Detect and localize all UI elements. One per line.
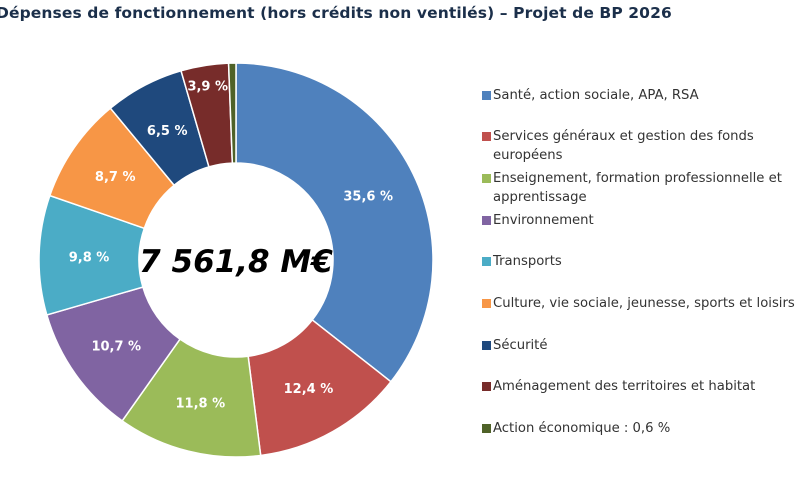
legend-item: Aménagement des territoires et habitat: [482, 377, 755, 396]
legend-label: Transports: [493, 254, 562, 269]
slice-0: [235, 62, 434, 383]
legend-label: Sécurité: [493, 338, 548, 353]
data-label-6: 6,5 %: [147, 124, 188, 139]
data-label-7: 3,9 %: [187, 79, 228, 94]
legend-swatch: [482, 91, 491, 100]
legend-swatch: [482, 424, 491, 433]
slice-8: [227, 62, 237, 164]
legend-item: Enseignement, formation professionnelle …: [482, 169, 782, 207]
legend-swatch: [482, 341, 491, 350]
legend-swatch: [482, 299, 491, 308]
legend-label: européens: [493, 148, 563, 163]
legend-label: Action économique : 0,6 %: [493, 421, 671, 436]
legend-label: apprentissage: [493, 190, 587, 205]
data-label-0: 35,6 %: [343, 190, 393, 205]
legend-label: Santé, action sociale, APA, RSA: [493, 88, 699, 103]
legend-swatch: [482, 216, 491, 225]
legend-label: Services généraux et gestion des fonds: [493, 129, 754, 144]
data-label-1: 12,4 %: [284, 382, 334, 397]
legend-item: Sécurité: [482, 336, 547, 355]
legend-label: Aménagement des territoires et habitat: [493, 379, 756, 394]
legend-item: Environnement: [482, 211, 594, 230]
data-label-2: 11,8 %: [176, 397, 226, 412]
data-label-4: 9,8 %: [69, 250, 110, 265]
center-total-label: 7 561,8 M€: [139, 244, 333, 280]
legend-label: Culture, vie sociale, jeunesse, sports e…: [493, 296, 795, 311]
legend-item: Santé, action sociale, APA, RSA: [482, 86, 699, 105]
chart-title: Dépenses de fonctionnement (hors crédits…: [0, 4, 672, 22]
data-label-3: 10,7 %: [91, 339, 141, 354]
legend-item: Culture, vie sociale, jeunesse, sports e…: [482, 294, 795, 313]
legend-swatch: [482, 132, 491, 141]
legend-item: Services généraux et gestion des fonds eu…: [482, 127, 754, 165]
legend-swatch: [482, 382, 491, 391]
legend-item: Transports: [482, 252, 562, 271]
legend-item: Action économique : 0,6 %: [482, 419, 670, 438]
legend-swatch: [482, 257, 491, 266]
legend-label: Environnement: [493, 213, 594, 228]
data-label-5: 8,7 %: [95, 170, 136, 185]
donut-chart: 35,6 % 12,4 % 11,8 % 10,7 % 9,8 % 8,7 % 6,5 % 3…: [38, 62, 434, 458]
legend-label: Enseignement, formation professionnelle …: [493, 171, 782, 186]
legend-swatch: [482, 174, 491, 183]
